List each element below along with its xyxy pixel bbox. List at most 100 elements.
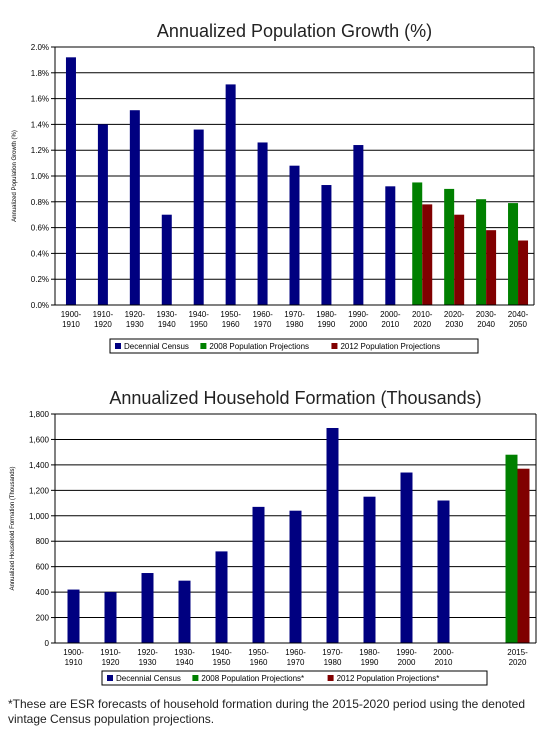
y-tick-label: 1.2% bbox=[31, 146, 49, 155]
legend-label: Decennial Census bbox=[116, 674, 181, 683]
legend-label: 2008 Population Projections bbox=[209, 342, 309, 351]
y-tick-label: 2.0% bbox=[31, 43, 49, 52]
x-tick-label: 2015-2020 bbox=[507, 648, 528, 667]
bar bbox=[129, 110, 140, 306]
legend-label: 2012 Population Projections bbox=[340, 342, 440, 351]
x-tick-label: 1980-1990 bbox=[359, 648, 380, 667]
bar bbox=[289, 165, 300, 305]
x-tick-label: 2000-2010 bbox=[433, 648, 454, 667]
legend-label: Decennial Census bbox=[124, 342, 189, 351]
legend-swatch bbox=[331, 343, 338, 349]
bar bbox=[400, 472, 413, 643]
bar bbox=[225, 84, 236, 305]
x-tick-label: 1960-1970 bbox=[285, 648, 306, 667]
bar bbox=[518, 240, 529, 305]
x-tick-label: 1990-2000 bbox=[396, 648, 417, 667]
y-tick-label: 1,400 bbox=[29, 461, 50, 470]
y-tick-label: 1.4% bbox=[31, 120, 49, 129]
bar bbox=[517, 468, 530, 643]
bar bbox=[486, 230, 497, 305]
legend-swatch bbox=[327, 675, 334, 681]
bar bbox=[257, 142, 268, 305]
y-tick-label: 0.6% bbox=[31, 224, 49, 233]
legend-label: 2008 Population Projections* bbox=[201, 674, 304, 683]
y-tick-label: 1.0% bbox=[31, 172, 49, 181]
bar bbox=[444, 188, 455, 305]
x-tick-label: 1960-1970 bbox=[252, 310, 273, 329]
x-tick-label: 1920-1930 bbox=[125, 310, 146, 329]
bar bbox=[215, 551, 228, 643]
bar bbox=[454, 214, 465, 305]
y-tick-label: 0.8% bbox=[31, 198, 49, 207]
x-tick-label: 1950-1960 bbox=[248, 648, 269, 667]
x-tick-label: 2020-2030 bbox=[444, 310, 465, 329]
bar bbox=[326, 427, 339, 643]
legend-swatch bbox=[192, 675, 199, 681]
x-tick-label: 1970-1980 bbox=[284, 310, 305, 329]
y-tick-label: 1,000 bbox=[29, 512, 50, 521]
x-tick-label: 1920-1930 bbox=[137, 648, 158, 667]
legend-swatch bbox=[107, 675, 113, 681]
bar bbox=[508, 203, 519, 305]
y-axis-label: Annualized Population Growth (%) bbox=[12, 130, 18, 222]
bar bbox=[65, 57, 76, 305]
y-tick-label: 800 bbox=[36, 537, 50, 546]
y-tick-label: 0.2% bbox=[31, 275, 49, 284]
x-tick-label: 1930-1940 bbox=[174, 648, 195, 667]
footnote: *These are ESR forecasts of household fo… bbox=[8, 697, 526, 726]
chart-title: Annualized Population Growth (%) bbox=[157, 21, 432, 41]
bar bbox=[97, 124, 108, 306]
bar bbox=[289, 510, 302, 643]
y-tick-label: 200 bbox=[36, 614, 50, 623]
bar bbox=[141, 573, 154, 643]
x-tick-label: 1900-1910 bbox=[61, 310, 82, 329]
y-axis-label: Annualized Household Formation (Thousand… bbox=[10, 466, 16, 590]
y-tick-label: 400 bbox=[36, 588, 50, 597]
y-tick-label: 0.4% bbox=[31, 249, 49, 258]
x-tick-label: 1970-1980 bbox=[322, 648, 343, 667]
x-tick-label: 1940-1950 bbox=[188, 310, 209, 329]
y-tick-label: 1,800 bbox=[29, 410, 50, 419]
y-tick-label: 600 bbox=[36, 563, 50, 572]
y-tick-label: 1,600 bbox=[29, 435, 50, 444]
bar bbox=[193, 129, 204, 305]
population-growth-chart: Annualized Population Growth (%) 0.0% 0.2%… bbox=[12, 21, 535, 354]
y-tick-label: 0.0% bbox=[31, 301, 49, 310]
bar bbox=[505, 454, 518, 643]
legend: Decennial Census 2008 Population Projecti… bbox=[109, 338, 479, 354]
legend-swatch bbox=[200, 343, 207, 349]
bar bbox=[363, 496, 376, 643]
x-tick-label: 1930-1940 bbox=[157, 310, 178, 329]
chart-title: Annualized Household Formation (Thousand… bbox=[109, 388, 481, 408]
bar bbox=[161, 214, 172, 305]
bar bbox=[104, 592, 117, 643]
y-tick-label: 1,200 bbox=[29, 486, 50, 495]
bar bbox=[252, 506, 265, 643]
x-tick-label: 1990-2000 bbox=[348, 310, 369, 329]
legend-box bbox=[109, 338, 479, 354]
x-tick-label: 1940-1950 bbox=[211, 648, 232, 667]
legend-box bbox=[101, 670, 488, 686]
bar bbox=[385, 186, 396, 305]
x-tick-label: 2010-2020 bbox=[412, 310, 433, 329]
y-tick-label: 0 bbox=[45, 639, 50, 648]
x-tick-label: 2000-2010 bbox=[380, 310, 401, 329]
bar bbox=[321, 185, 332, 305]
x-tick-label: 1950-1960 bbox=[220, 310, 241, 329]
bar bbox=[422, 204, 433, 305]
bar bbox=[412, 182, 423, 305]
bar bbox=[67, 589, 80, 643]
x-tick-label: 2030-2040 bbox=[476, 310, 497, 329]
x-tick-label: 1980-1990 bbox=[316, 310, 337, 329]
x-tick-label: 2040-2050 bbox=[508, 310, 529, 329]
legend: Decennial Census 2008 Population Projecti… bbox=[101, 670, 488, 686]
y-tick-label: 1.6% bbox=[31, 95, 49, 104]
bar bbox=[437, 500, 450, 643]
x-tick-label: 1910-1920 bbox=[93, 310, 114, 329]
bar bbox=[353, 145, 364, 305]
bar bbox=[178, 580, 191, 643]
y-tick-label: 1.8% bbox=[31, 69, 49, 78]
legend-swatch bbox=[115, 343, 121, 349]
bar bbox=[476, 199, 487, 305]
legend-label: 2012 Population Projections* bbox=[337, 674, 440, 683]
